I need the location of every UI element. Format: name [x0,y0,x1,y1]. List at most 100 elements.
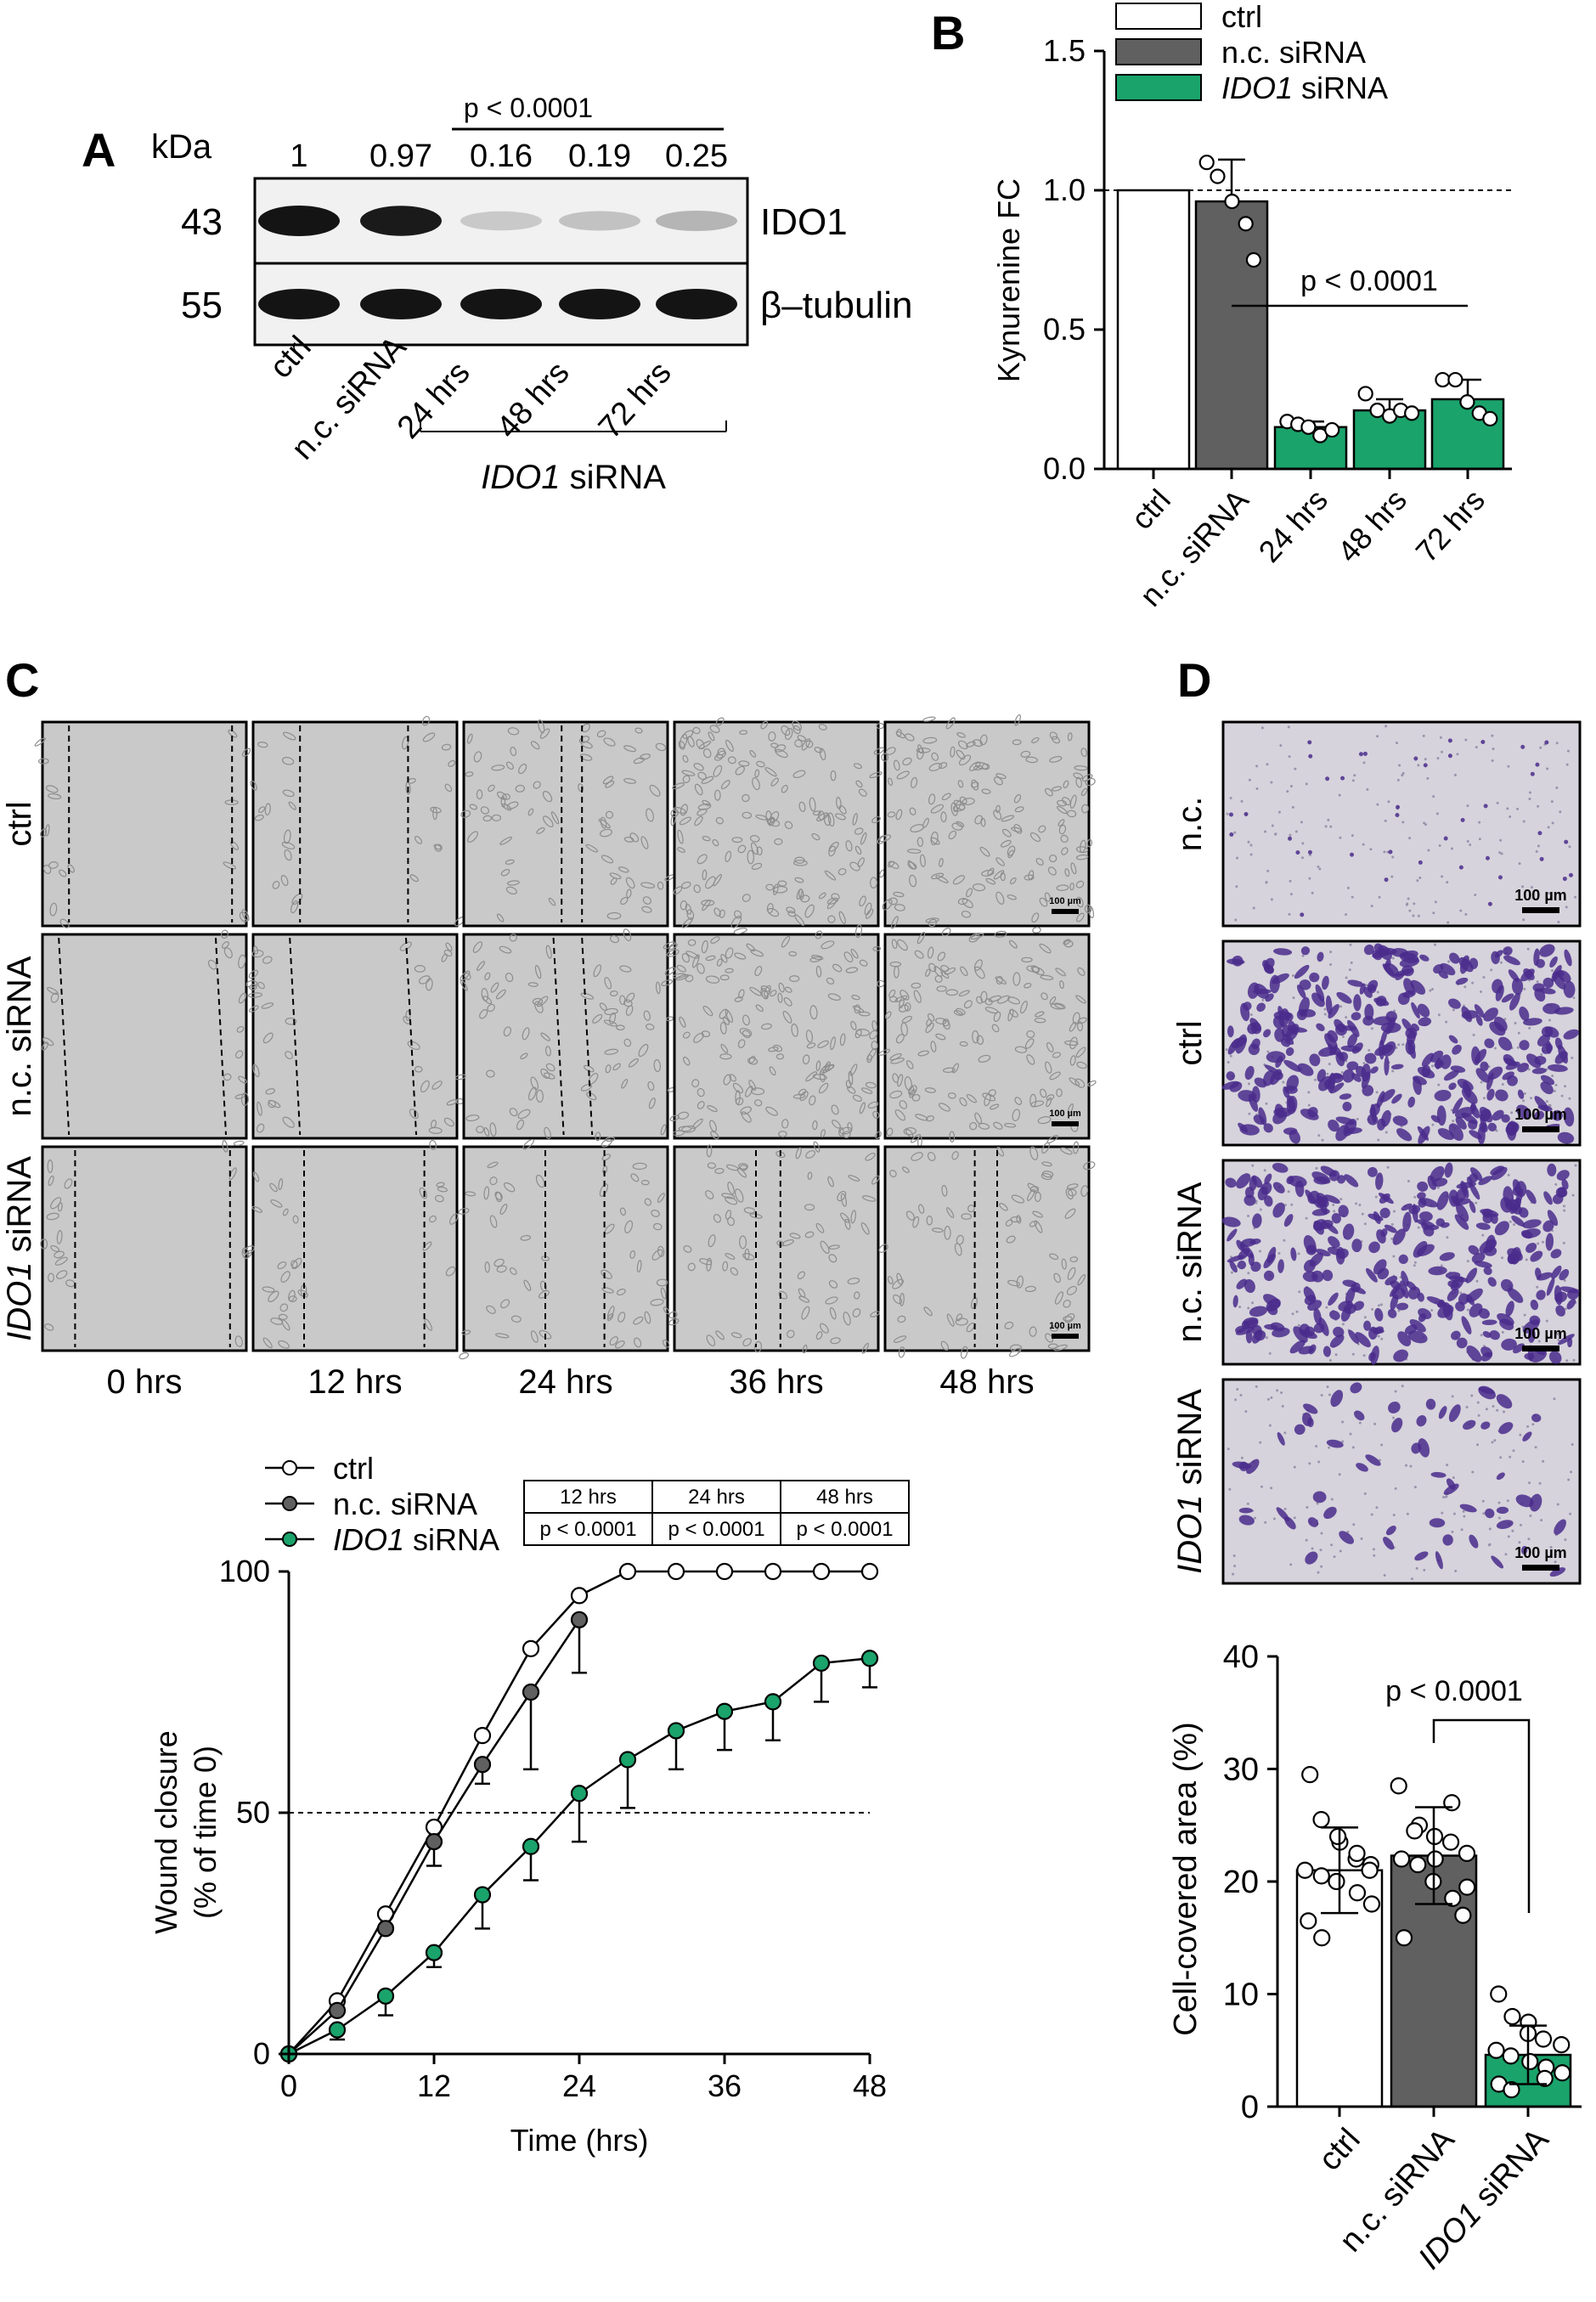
cell [1004,1321,1014,1329]
pore [1377,1334,1380,1338]
data-point [473,1756,492,1774]
pore [1270,898,1273,901]
cell [941,1184,948,1197]
pore [1549,1545,1553,1549]
cell [714,1167,725,1174]
cell [599,828,612,838]
cell [820,1129,826,1138]
cell [1087,1080,1097,1087]
stained-cell [1263,1069,1275,1086]
cell [860,1222,870,1235]
stained-cell [1434,1089,1452,1102]
pore [1362,1062,1366,1065]
stained-cell [1445,1272,1461,1279]
stained-cell [1316,1023,1325,1031]
stained-cell [1418,1017,1432,1027]
cell [709,1120,717,1132]
cell [248,1005,259,1013]
cell [254,814,264,821]
cell [466,733,473,744]
stained-cell [1410,979,1426,995]
pore [1294,767,1297,770]
cell [775,1150,786,1159]
pore [1305,1538,1308,1542]
cell [666,1016,674,1022]
cell [257,981,265,990]
pore [1355,1202,1358,1205]
pore [1485,1408,1488,1411]
cell [935,1033,946,1041]
cell [625,877,635,889]
pore [1522,918,1526,922]
cell [269,1182,278,1193]
cell [1085,777,1096,787]
cell [976,1035,984,1045]
stained-cell [1407,1286,1421,1300]
cell [777,992,783,1003]
cell [1049,996,1057,1005]
cell [281,757,295,765]
cell [1062,797,1071,806]
cell [905,1129,914,1137]
cell [754,966,763,977]
cell [629,832,640,843]
cell [1027,1188,1035,1201]
pore [1368,1048,1371,1052]
pore [1318,867,1322,871]
pore [1283,1204,1287,1207]
stained-cell [1309,1053,1321,1067]
wound-edge [289,937,302,1136]
cell [940,965,950,972]
cell [956,732,966,738]
cell [600,816,607,829]
micrograph [663,924,882,1140]
pore [1517,1031,1520,1035]
cell [973,765,983,770]
cell [1064,1313,1075,1323]
blot-ratio: 0.16 [470,138,533,174]
cell [486,1069,495,1078]
stained-cell [1347,979,1364,987]
cell [288,1295,297,1303]
pore [1507,1535,1510,1538]
cell [752,777,760,791]
cell [1007,849,1014,859]
cell [952,804,966,812]
cell [869,771,883,779]
cell [734,1188,744,1203]
pore [1466,840,1469,844]
stained-cell [1490,1213,1498,1224]
cell [414,964,426,973]
stained-cell [1496,1394,1513,1409]
pore [1431,1064,1435,1068]
pore [1530,886,1533,889]
pore [1557,1339,1560,1342]
stained-cell [1339,1531,1355,1544]
stained-cell [1289,1340,1306,1354]
cell [755,814,769,821]
cell [1032,1210,1043,1218]
pore [1493,1047,1497,1050]
stained-cell [1277,1431,1285,1446]
cell [636,1260,642,1273]
stained-cell [1546,1278,1555,1296]
stained-cell [1229,1261,1238,1273]
cell [1048,854,1057,863]
cell [976,996,984,1004]
stained-cell [1485,1508,1495,1519]
pore [1362,1354,1366,1357]
pore [1266,869,1270,872]
cell [606,1306,615,1320]
pore [1572,1358,1576,1362]
cell [545,945,552,959]
cell [888,777,894,787]
cell [499,945,512,954]
pore [1234,1398,1238,1402]
cell [1047,1343,1058,1349]
stained-cell [1448,1404,1461,1423]
micrograph-frame [462,933,669,1140]
cell [914,950,924,959]
stained-cell [1461,1010,1479,1019]
cell [897,939,908,951]
